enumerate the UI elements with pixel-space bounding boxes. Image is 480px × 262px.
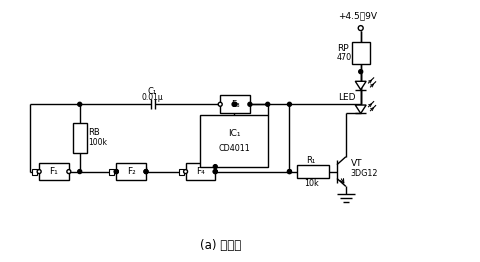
Text: 100k: 100k xyxy=(89,138,108,147)
Text: CD4011: CD4011 xyxy=(218,144,250,153)
Text: 0.01μ: 0.01μ xyxy=(141,93,163,102)
Bar xyxy=(32,169,37,174)
Circle shape xyxy=(218,102,222,106)
Circle shape xyxy=(266,102,270,106)
Text: 3DG12: 3DG12 xyxy=(351,169,378,178)
Bar xyxy=(116,163,146,181)
Circle shape xyxy=(288,170,291,173)
Text: RP: RP xyxy=(337,44,348,53)
Circle shape xyxy=(359,70,363,74)
Bar xyxy=(352,42,370,64)
Polygon shape xyxy=(355,105,366,113)
Bar xyxy=(179,169,184,174)
Circle shape xyxy=(358,26,363,31)
Text: +4.5～9V: +4.5～9V xyxy=(338,12,377,21)
Circle shape xyxy=(288,102,291,106)
Text: 470: 470 xyxy=(337,53,352,62)
Text: F₁: F₁ xyxy=(49,167,59,176)
Circle shape xyxy=(114,170,118,173)
Circle shape xyxy=(213,170,217,173)
Text: VT: VT xyxy=(351,159,362,168)
Polygon shape xyxy=(355,81,366,90)
Text: 10k: 10k xyxy=(304,179,319,188)
Circle shape xyxy=(233,102,237,106)
Text: F₃: F₃ xyxy=(231,100,240,109)
Text: IC₁: IC₁ xyxy=(228,129,240,138)
Bar xyxy=(201,115,268,167)
Circle shape xyxy=(37,170,41,173)
Bar xyxy=(109,169,114,174)
Bar xyxy=(298,165,329,178)
Text: LED: LED xyxy=(338,93,356,102)
Circle shape xyxy=(213,170,217,173)
Circle shape xyxy=(67,170,71,173)
Text: R₁: R₁ xyxy=(307,156,316,165)
Bar xyxy=(73,123,87,153)
Text: (a) 发射器: (a) 发射器 xyxy=(200,239,241,252)
Circle shape xyxy=(248,102,252,106)
Text: C₁: C₁ xyxy=(147,87,156,96)
Bar xyxy=(220,95,250,113)
Circle shape xyxy=(184,170,188,173)
Text: F₄: F₄ xyxy=(196,167,205,176)
Circle shape xyxy=(288,170,291,173)
Text: F₂: F₂ xyxy=(127,167,135,176)
Circle shape xyxy=(114,170,118,173)
Text: RB: RB xyxy=(89,128,100,138)
Bar xyxy=(39,163,69,181)
Circle shape xyxy=(78,102,82,106)
Circle shape xyxy=(144,170,148,173)
Bar xyxy=(186,163,215,181)
Circle shape xyxy=(213,165,217,169)
Circle shape xyxy=(78,170,82,173)
Circle shape xyxy=(232,102,236,106)
Circle shape xyxy=(144,170,148,173)
